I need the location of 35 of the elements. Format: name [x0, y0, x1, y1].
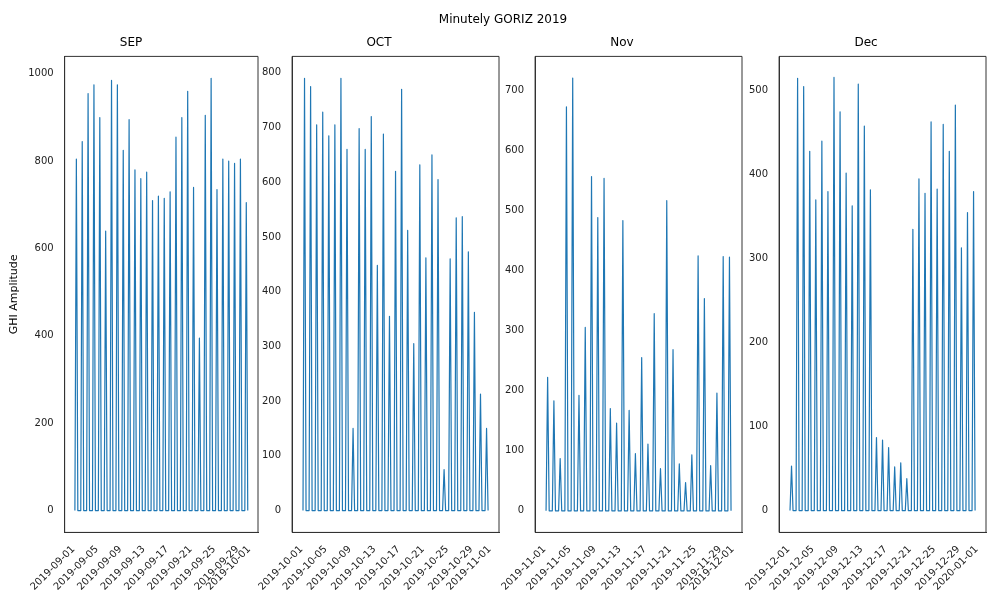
chart-title: Dec [854, 35, 878, 50]
y-tick-label: 500 [261, 230, 282, 242]
y-tick-label: 400 [504, 263, 525, 275]
y-tick-label: 600 [261, 175, 282, 187]
y-tick-label: 400 [34, 329, 54, 341]
chart-title: Nov [610, 35, 634, 50]
y-axis-title: GHI Amplitude [7, 254, 21, 335]
y-tick-label: 200 [261, 394, 282, 406]
y-tick-label: 100 [504, 444, 525, 456]
chart-title: OCT [366, 35, 393, 50]
y-tick-label: 200 [34, 416, 54, 428]
y-tick-label: 500 [504, 203, 525, 215]
y-tick-label: 200 [504, 384, 525, 396]
y-tick-label: 800 [261, 66, 282, 78]
y-tick-label: 100 [748, 420, 769, 432]
y-tick-label: 700 [261, 121, 282, 133]
y-tick-label: 600 [504, 143, 525, 155]
y-tick-label: 300 [504, 324, 525, 336]
y-tick-label: 0 [761, 504, 769, 516]
y-tick-label: 0 [47, 504, 54, 516]
y-tick-label: 100 [261, 449, 282, 461]
y-tick-label: 300 [261, 339, 282, 351]
y-tick-label: 700 [504, 83, 525, 95]
y-tick-label: 1000 [28, 67, 54, 79]
y-tick-label: 800 [34, 154, 54, 166]
y-tick-label: 400 [261, 285, 282, 297]
y-tick-label: 0 [274, 504, 282, 516]
y-tick-label: 600 [34, 242, 54, 254]
y-tick-label: 200 [748, 336, 769, 348]
text: Minutely GORIZ 2019 [437, 12, 569, 26]
y-tick-label: 500 [748, 84, 769, 96]
y-tick-label: 400 [748, 168, 769, 180]
y-tick-label: 300 [748, 252, 769, 264]
y-tick-label: 0 [517, 504, 525, 516]
chart-title: SEP [119, 35, 143, 50]
